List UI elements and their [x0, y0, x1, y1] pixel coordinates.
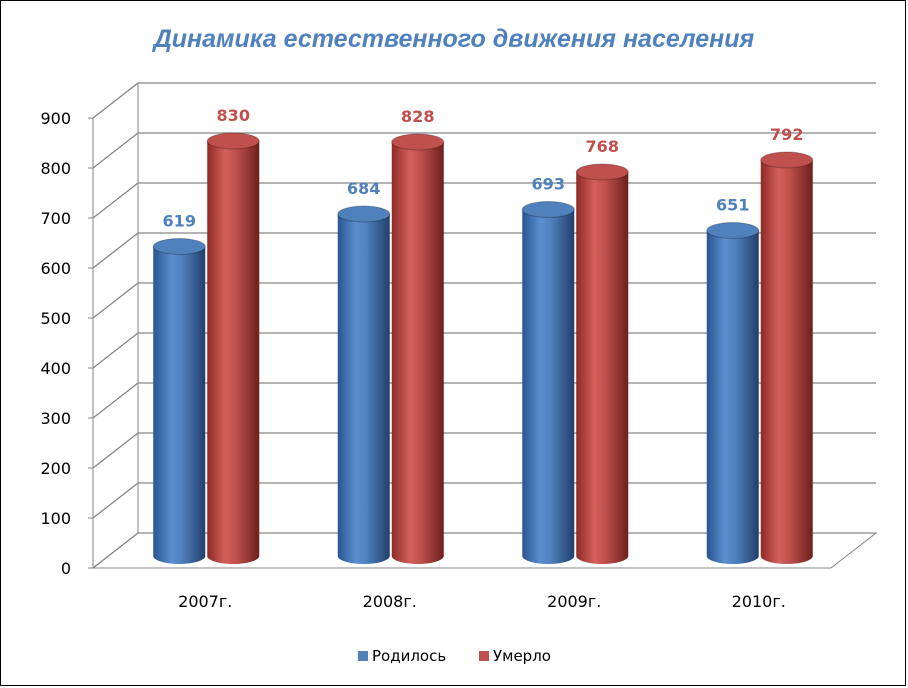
- x-tick-label: 2007г.: [178, 592, 232, 611]
- gridlines: [88, 82, 876, 569]
- data-label: 684: [347, 179, 380, 198]
- legend-swatch: [479, 651, 489, 661]
- bar: [152, 238, 206, 564]
- bar-body: [391, 142, 444, 564]
- bar-top: [760, 151, 814, 169]
- bar: [706, 222, 760, 564]
- side-wall: [92, 81, 139, 570]
- y-tick-label: 400: [40, 359, 71, 378]
- bar-body: [576, 172, 629, 564]
- bar: [391, 133, 445, 564]
- y-tick-label: 800: [40, 159, 71, 178]
- x-tick-label: 2009г.: [547, 592, 601, 611]
- y-tick-label: 100: [40, 509, 71, 528]
- y-tick-label: 200: [40, 459, 71, 478]
- bar-body: [337, 214, 390, 564]
- bar: [337, 205, 391, 564]
- gridline: [92, 232, 876, 269]
- legend: Родилось Умерло: [358, 647, 551, 665]
- data-label: 693: [532, 175, 565, 194]
- x-tick-label: 2008г.: [363, 592, 417, 611]
- y-tick-label: 900: [40, 109, 71, 128]
- bar-top: [337, 205, 391, 223]
- gridline: [92, 182, 876, 219]
- y-tick-label: 300: [40, 409, 71, 428]
- bar-body: [760, 160, 813, 564]
- gridline: [92, 432, 876, 469]
- data-label: 619: [163, 212, 196, 231]
- bar-top: [575, 163, 629, 181]
- data-label: 651: [716, 196, 749, 215]
- gridline: [92, 132, 876, 169]
- bar-body: [522, 209, 575, 564]
- data-label: 828: [401, 107, 434, 126]
- bar-top: [391, 133, 445, 151]
- data-label: 792: [770, 125, 803, 144]
- legend-label: Умерло: [493, 647, 551, 665]
- gridline: [92, 382, 876, 419]
- bar-top: [152, 238, 206, 255]
- chart-title: Динамика естественного движения населени…: [152, 25, 755, 53]
- bar-body: [153, 246, 206, 564]
- bar-top: [521, 201, 575, 218]
- y-tick-label: 600: [40, 259, 71, 278]
- y-tick-label: 500: [40, 309, 71, 328]
- legend-swatch: [358, 651, 368, 661]
- x-tick-label: 2010г.: [732, 592, 786, 611]
- gridline: [92, 282, 876, 319]
- legend-label: Родилось: [372, 647, 446, 665]
- bar-body: [706, 230, 759, 564]
- gridline: [92, 82, 876, 119]
- y-axis-ticks: 0 100 200 300 400 500 600 700 800 900: [40, 109, 71, 578]
- bar: [206, 132, 260, 564]
- data-label: 768: [586, 137, 619, 156]
- data-labels: 619 830 684 828 693 768 651 792: [163, 106, 804, 231]
- bar-body: [207, 141, 260, 564]
- bar: [760, 151, 814, 564]
- bar: [575, 163, 629, 564]
- bar-top: [206, 132, 260, 150]
- y-tick-label: 700: [40, 209, 71, 228]
- bar-top: [706, 222, 760, 239]
- gridline: [92, 482, 876, 519]
- gridline: [92, 532, 876, 569]
- data-label: 830: [217, 106, 250, 125]
- bars: [152, 132, 814, 564]
- gridline: [92, 332, 876, 369]
- bar: [521, 201, 575, 564]
- y-tick-label: 0: [61, 559, 71, 578]
- x-axis-categories: 2007г. 2008г. 2009г. 2010г.: [178, 592, 786, 611]
